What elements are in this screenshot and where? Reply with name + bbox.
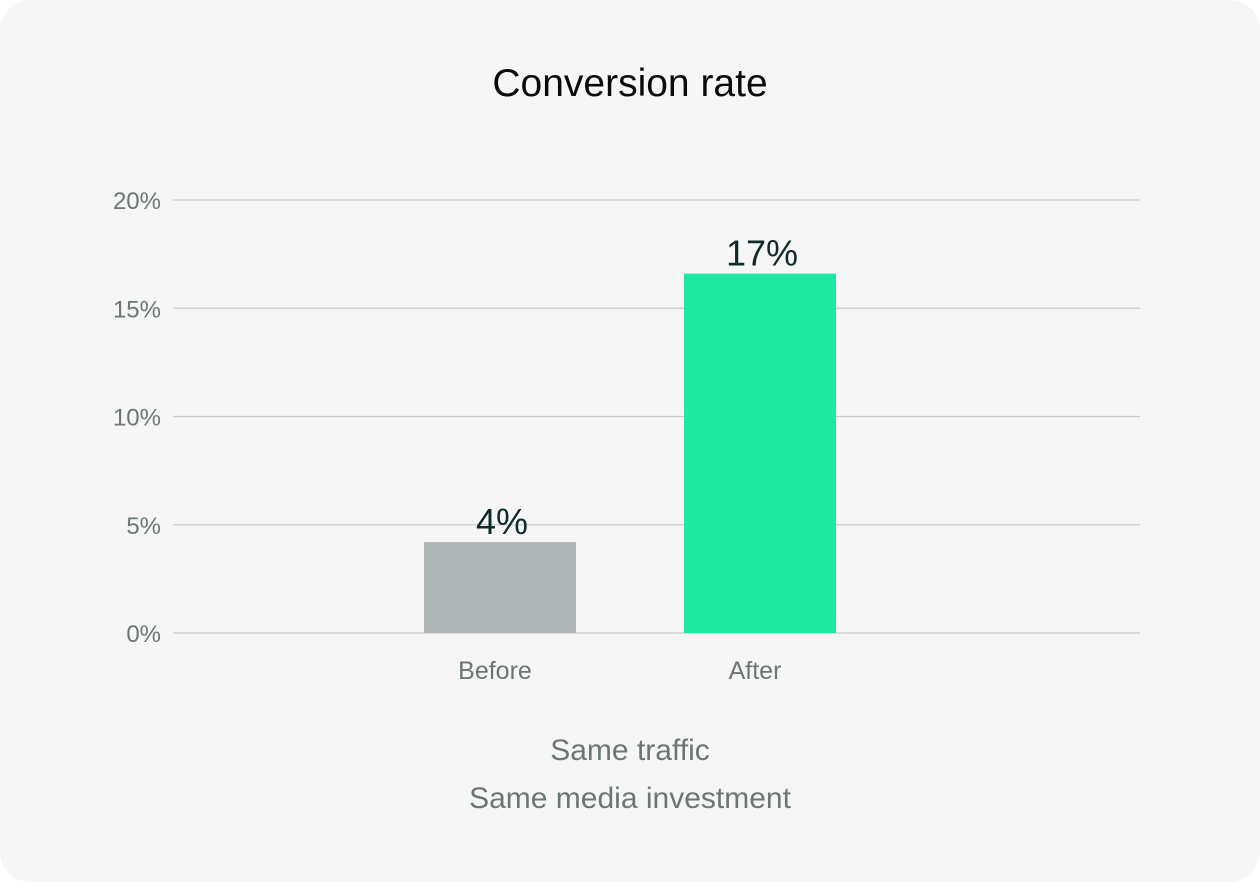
x-tick-label: After (729, 657, 782, 685)
y-tick-label: 0% (126, 621, 161, 648)
y-tick-label: 20% (113, 188, 161, 215)
chart-title: Conversion rate (492, 62, 768, 105)
bar-after (684, 273, 836, 633)
x-tick-label: Before (458, 657, 532, 685)
y-tick-label: 10% (113, 405, 161, 432)
footnote-traffic: Same traffic (550, 734, 710, 767)
y-tick-label: 5% (126, 513, 161, 540)
bar-before (424, 542, 576, 633)
y-tick-label: 15% (113, 296, 161, 323)
data-label: 4% (476, 501, 528, 542)
data-label: 17% (726, 233, 798, 274)
footnote-media-investment: Same media investment (469, 782, 791, 815)
